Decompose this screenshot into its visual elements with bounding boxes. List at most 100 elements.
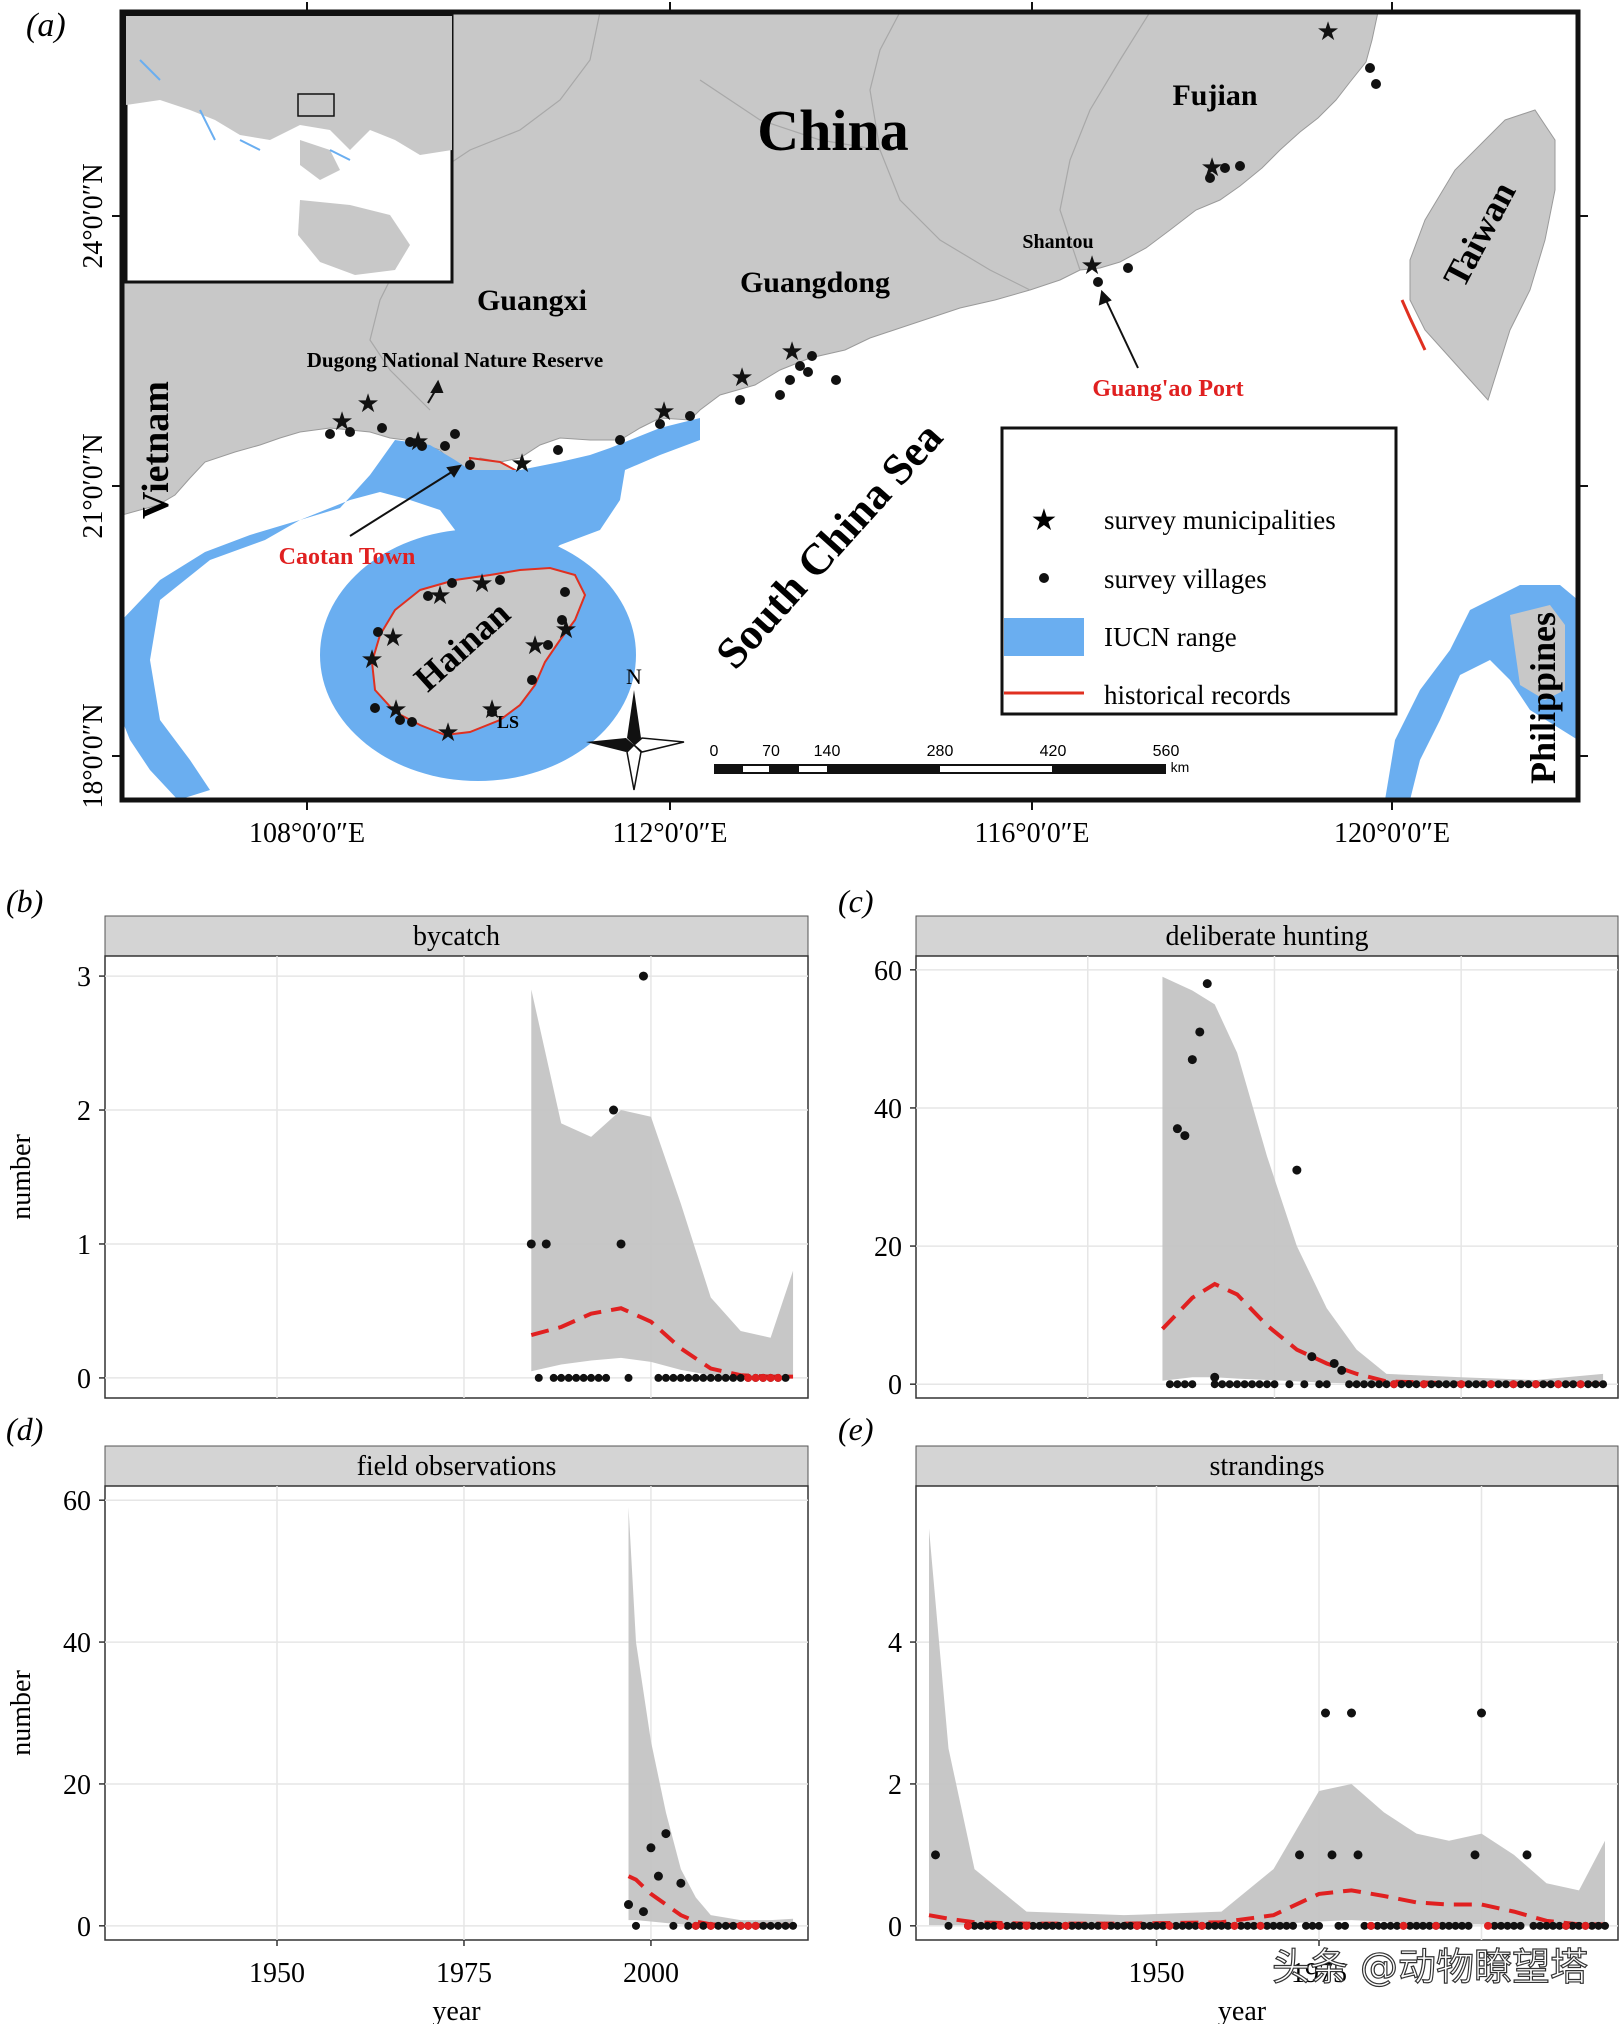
data-point-zero xyxy=(1225,1380,1234,1389)
data-point-zero xyxy=(594,1373,603,1382)
data-point-zero xyxy=(721,1373,730,1382)
data-point-zero xyxy=(1172,1921,1180,1930)
y-tick-label: 0 xyxy=(888,1370,902,1401)
data-point-zero xyxy=(1204,1921,1213,1930)
data-point xyxy=(646,1843,656,1853)
survey-municipality: ★ xyxy=(480,695,503,724)
y-tick-label: 2 xyxy=(888,1770,902,1801)
data-point-zero xyxy=(1120,1921,1128,1930)
survey-village xyxy=(325,429,335,439)
y-axis-label: number xyxy=(6,1134,37,1220)
arrow-caotan-head xyxy=(446,464,462,478)
survey-village xyxy=(487,707,497,717)
scale-bar: 0 70 140 280 420 560 km xyxy=(710,743,1190,775)
data-point-zero-red xyxy=(1432,1921,1440,1930)
data-point xyxy=(1210,1372,1220,1382)
data-point-zero-red xyxy=(1487,1380,1496,1389)
legend-label-villages: survey villages xyxy=(1104,564,1267,594)
data-point-zero-red xyxy=(751,1921,760,1930)
panel-a-letter: (a) xyxy=(26,7,66,44)
survey-village xyxy=(557,615,567,625)
data-point-zero-red xyxy=(706,1921,715,1930)
data-point-zero-red xyxy=(1509,1380,1518,1389)
data-point xyxy=(1327,1850,1337,1860)
y-axis-label: number xyxy=(6,1670,37,1756)
north-arrow-w xyxy=(586,738,634,752)
data-point-zero xyxy=(944,1921,953,1930)
data-point xyxy=(526,1239,536,1249)
lat-label: 24°0′0″N xyxy=(78,163,109,268)
y-tick-label: 0 xyxy=(77,1912,91,1943)
map-ticks xyxy=(112,2,1588,810)
x-tick-label: 1975 xyxy=(1291,1958,1347,1989)
data-point-zero xyxy=(572,1373,581,1382)
arrow-guangao-head xyxy=(1098,289,1112,306)
y-tick-label: 3 xyxy=(77,962,91,993)
data-point-zero-red xyxy=(1554,1380,1563,1389)
data-point-zero xyxy=(1501,1380,1510,1389)
survey-municipality: ★ xyxy=(436,718,459,747)
y-tick-label: 2 xyxy=(77,1096,91,1127)
data-point-zero xyxy=(1380,1921,1388,1930)
confidence-band xyxy=(531,989,794,1378)
data-point-zero-red xyxy=(1581,1921,1590,1930)
survey-municipality: ★ xyxy=(730,363,753,392)
data-point xyxy=(1337,1365,1347,1375)
inset-rivers xyxy=(139,59,351,161)
data-point xyxy=(1307,1352,1317,1362)
label-guangdong: Guangdong xyxy=(740,266,890,299)
data-point-zero xyxy=(1159,1921,1167,1930)
survey-village xyxy=(423,591,433,601)
survey-municipalities: ★ ★ ★ ★ ★ ★ ★ ★ ★ ★ ★ ★ ★ ★ ★ ★ ★ ★ ★ xyxy=(330,17,1339,747)
data-point-zero-red xyxy=(1230,1921,1239,1930)
data-point-zero xyxy=(1178,1921,1187,1930)
y-tick-label: 1 xyxy=(77,1230,91,1261)
survey-village xyxy=(553,445,563,455)
survey-village xyxy=(1371,79,1381,89)
survey-village xyxy=(447,578,457,588)
data-point-zero xyxy=(1139,1921,1148,1930)
x-axis-label: year xyxy=(1218,1996,1267,2024)
data-point-zero xyxy=(1081,1921,1089,1930)
scale-bar-segment xyxy=(799,766,827,772)
data-point-zero xyxy=(781,1921,790,1930)
data-point-zero xyxy=(1308,1921,1317,1930)
x-tick-label: 1950 xyxy=(249,1958,305,1989)
data-point-zero xyxy=(1588,1921,1596,1930)
data-point-zero xyxy=(1352,1380,1361,1389)
data-point-zero xyxy=(1302,1921,1310,1930)
data-point-zero xyxy=(1289,1921,1297,1930)
inset-map xyxy=(124,14,454,284)
data-point-zero xyxy=(706,1373,715,1382)
data-point-zero xyxy=(1074,1921,1083,1930)
data-point xyxy=(541,1239,551,1249)
label-shantou: Shantou xyxy=(1022,231,1093,253)
data-point-zero xyxy=(1322,1380,1331,1389)
data-point-zero xyxy=(1555,1921,1564,1930)
legend-label-municipalities: survey municipalities xyxy=(1104,505,1336,535)
survey-municipality: ★ xyxy=(384,695,407,724)
survey-village xyxy=(735,395,745,405)
survey-villages xyxy=(325,63,1381,727)
data-point xyxy=(661,1829,671,1839)
scale-unit: km xyxy=(1171,759,1190,775)
data-point-zero xyxy=(1107,1921,1115,1930)
x-tick-label: 2000 xyxy=(623,1958,679,1989)
survey-municipality: ★ xyxy=(470,569,493,598)
data-point-zero xyxy=(1126,1921,1135,1930)
data-point-zero xyxy=(1549,1921,1557,1930)
trend-line xyxy=(1161,1281,1604,1386)
data-point-zero xyxy=(729,1921,738,1930)
data-point-zero xyxy=(1434,1380,1443,1389)
data-point-zero-red xyxy=(964,1921,972,1930)
data-point-zero xyxy=(1360,1921,1369,1930)
data-point-zero xyxy=(1464,1921,1473,1930)
data-point-zero xyxy=(1003,1921,1011,1930)
survey-village xyxy=(560,587,570,597)
data-point-zero xyxy=(1087,1921,1096,1930)
y-tick-label: 0 xyxy=(888,1912,902,1943)
data-point-zero xyxy=(1210,1380,1219,1389)
data-point-zero xyxy=(1575,1921,1583,1930)
data-point-zero-red xyxy=(1367,1921,1375,1930)
survey-village xyxy=(795,361,805,371)
